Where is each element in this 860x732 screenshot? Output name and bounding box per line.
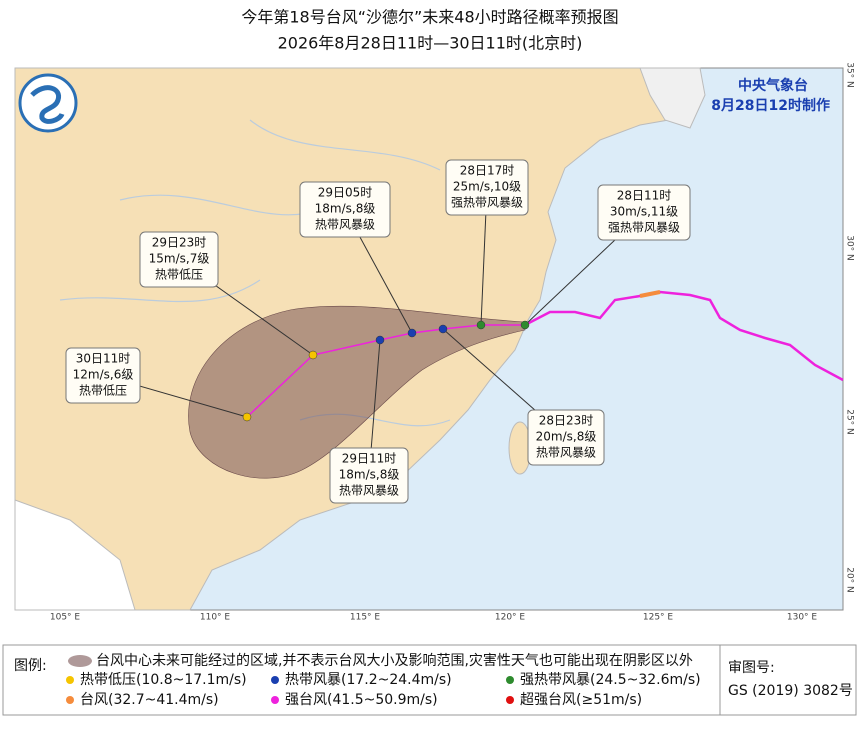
legend: 图例: 台风中心未来可能经过的区域,并不表示台风大小及影响范围,灾害性天气也可能… <box>2 644 857 716</box>
legend-item: 热带低压(10.8~17.1m/s) <box>80 672 247 688</box>
callout-category: 热带风暴级 <box>339 484 399 498</box>
map-frame: 中央气象台 8月28日12时制作 <box>14 67 844 611</box>
forecast-point <box>242 412 252 422</box>
lon-label: 105° E <box>50 613 81 623</box>
forecast-point <box>375 335 385 345</box>
forecast-point <box>407 328 417 338</box>
callout-box <box>65 347 141 404</box>
callout-wind: 25m/s,10级 <box>453 180 521 194</box>
legend-item: 强台风(41.5~50.9m/s) <box>285 692 438 708</box>
legend-dot <box>66 676 74 684</box>
callout-box <box>139 231 219 288</box>
lon-label: 125° E <box>643 613 674 623</box>
forecast-point <box>520 320 530 330</box>
legend-dot <box>506 676 514 684</box>
legend-area: 台风中心未来可能经过的区域,并不表示台风大小及影响范围,灾害性天气也可能出现在阴… <box>96 652 693 669</box>
lon-label: 110° E <box>200 613 231 623</box>
lon-label: 130° E <box>787 613 818 623</box>
callout-category: 热带风暴级 <box>315 218 375 232</box>
callout-time: 28日17时 <box>460 164 515 178</box>
legend-item: 热带风暴(17.2~24.4m/s) <box>285 672 452 688</box>
callout-wind: 18m/s,8级 <box>339 468 400 482</box>
lat-label: 30° N <box>845 235 855 261</box>
legend-dot <box>66 696 74 704</box>
callout-wind: 12m/s,6级 <box>73 368 134 382</box>
callout-box <box>329 447 409 504</box>
forecast-point <box>476 320 486 330</box>
callout-category: 热带风暴级 <box>536 446 596 460</box>
callout-time: 28日11时 <box>617 189 672 203</box>
lat-label: 20° N <box>845 567 855 593</box>
callout-time: 29日05时 <box>318 186 373 200</box>
legend-item: 超强台风(≥51m/s) <box>520 692 642 708</box>
review-label: 审图号: <box>728 660 775 676</box>
callout-category: 热带低压 <box>155 268 203 282</box>
callout-wind: 20m/s,8级 <box>536 430 597 444</box>
callout-category: 热带低压 <box>79 384 127 398</box>
callout-category: 强热带风暴级 <box>451 196 523 210</box>
legend-dot <box>506 696 514 704</box>
review-number: GS (2019) 3082号 <box>728 683 853 699</box>
callout-category: 强热带风暴级 <box>608 221 680 235</box>
callout-box <box>597 184 691 241</box>
issue-time: 8月28日12时制作 <box>711 97 830 114</box>
legend-item: 强热带风暴(24.5~32.6m/s) <box>520 672 701 688</box>
callout-box <box>299 181 391 238</box>
forecast-point <box>308 350 318 360</box>
logo <box>18 73 78 133</box>
lon-label: 120° E <box>495 613 526 623</box>
callout-wind: 18m/s,8级 <box>315 202 376 216</box>
lat-label: 35° N <box>845 62 855 88</box>
callout-time: 29日23时 <box>152 236 207 250</box>
legend-item: 台风(32.7~41.4m/s) <box>80 692 219 708</box>
callout-wind: 15m/s,7级 <box>149 252 210 266</box>
callout-box <box>445 159 529 216</box>
title: 今年第18号台风“沙德尔”未来48小时路径概率预报图 <box>241 8 618 27</box>
callout-wind: 30m/s,11级 <box>610 205 678 219</box>
lat-label: 25° N <box>845 409 855 435</box>
legend-dot <box>271 696 279 704</box>
legend-dot <box>271 676 279 684</box>
callout-time: 30日11时 <box>76 352 131 366</box>
callout-time: 28日23时 <box>539 414 594 428</box>
forecast-point <box>438 324 448 334</box>
agency: 中央气象台 <box>738 77 808 94</box>
lon-label: 115° E <box>350 613 381 623</box>
legend-title: 图例: <box>14 658 47 674</box>
callout-time: 29日11时 <box>342 452 397 466</box>
callout-box <box>527 409 605 466</box>
subtitle: 2026年8月28日11时—30日11时(北京时) <box>278 34 583 53</box>
